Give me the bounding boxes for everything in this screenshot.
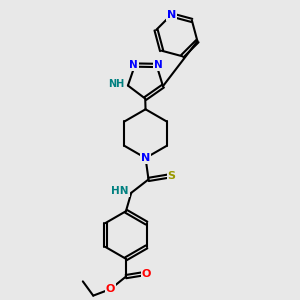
Text: O: O: [106, 284, 115, 294]
Text: S: S: [168, 171, 176, 181]
Text: N: N: [129, 60, 138, 70]
Text: O: O: [141, 268, 151, 279]
Text: N: N: [154, 60, 163, 70]
Text: N: N: [167, 10, 176, 20]
Text: N: N: [141, 153, 150, 163]
Text: HN: HN: [111, 186, 129, 196]
Text: NH: NH: [108, 79, 124, 89]
